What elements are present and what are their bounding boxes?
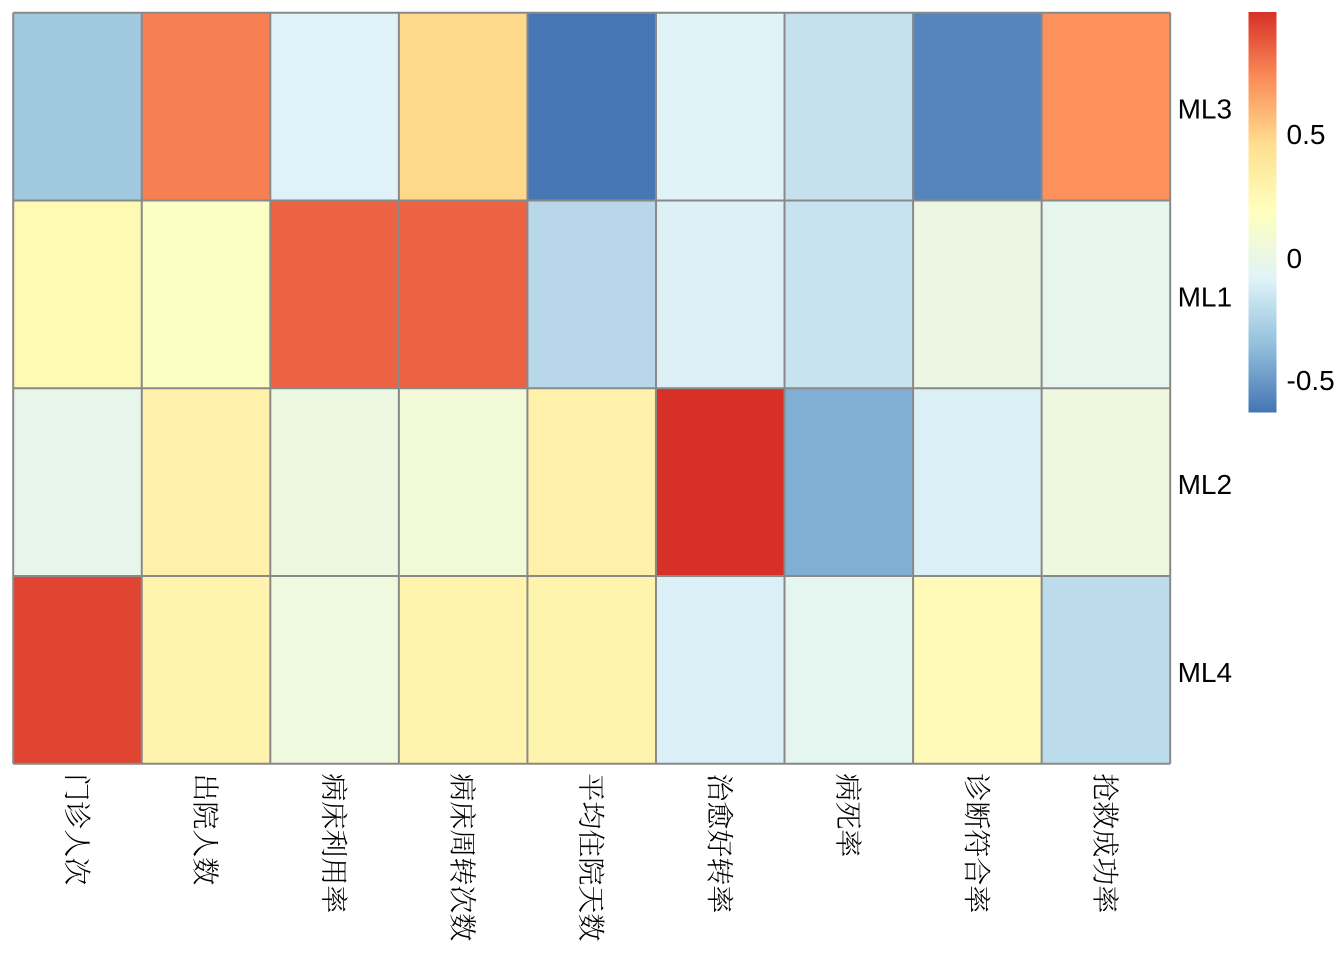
svg-text:0: 0 <box>1287 243 1303 274</box>
svg-text:0.5: 0.5 <box>1287 119 1326 150</box>
svg-text:ML2: ML2 <box>1178 469 1232 500</box>
svg-text:ML3: ML3 <box>1178 94 1232 125</box>
svg-text:ML4: ML4 <box>1178 657 1232 688</box>
svg-text:-0.5: -0.5 <box>1287 365 1335 396</box>
svg-text:ML1: ML1 <box>1178 281 1232 312</box>
